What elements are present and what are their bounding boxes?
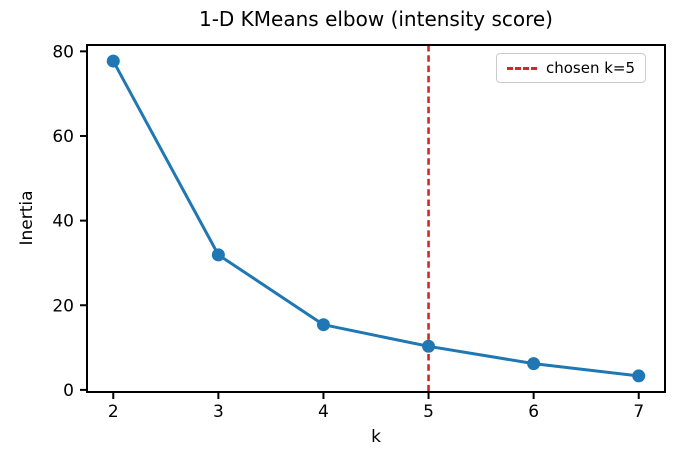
data-point xyxy=(527,357,541,371)
x-tick-label: 6 xyxy=(528,402,539,422)
legend: chosen k=5 xyxy=(496,53,647,83)
inertia-line xyxy=(111,59,641,378)
y-tick-label: 60 xyxy=(52,127,74,147)
x-tick-label: 2 xyxy=(108,402,119,422)
data-point xyxy=(422,339,436,353)
legend-dashed-line-icon xyxy=(507,66,537,70)
data-point xyxy=(632,369,646,383)
data-point xyxy=(316,318,330,332)
x-axis-label: k xyxy=(371,427,381,447)
x-tick-label: 7 xyxy=(633,402,644,422)
x-tick-label: 3 xyxy=(213,402,224,422)
y-tick-label: 80 xyxy=(52,42,74,62)
x-tick-label: 5 xyxy=(423,402,434,422)
x-tick-label: 4 xyxy=(318,402,329,422)
data-point xyxy=(211,248,225,262)
y-tick-label: 0 xyxy=(63,381,74,401)
y-tick-label: 20 xyxy=(52,296,74,316)
legend-label: chosen k=5 xyxy=(546,59,636,77)
chart-title: 1-D KMeans elbow (intensity score) xyxy=(198,7,553,31)
data-point xyxy=(106,54,120,68)
axes-spines xyxy=(86,44,666,393)
y-tick-label: 40 xyxy=(52,212,74,232)
